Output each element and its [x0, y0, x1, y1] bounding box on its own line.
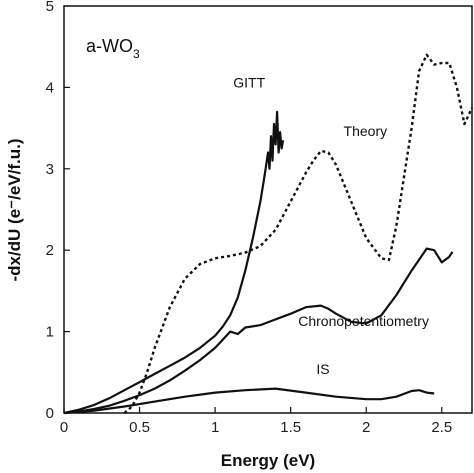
series-lines [63, 53, 474, 415]
y-tick-label: 0 [46, 405, 54, 422]
y-tick-label: 4 [46, 79, 54, 96]
annotation-label: GITT [233, 74, 265, 90]
y-tick-label: 1 [46, 324, 54, 341]
series-line-gitt [63, 110, 285, 415]
series-line-is [63, 387, 435, 415]
x-tick-label: 1.5 [280, 419, 301, 436]
series-line-theory [123, 53, 474, 414]
annotation-label: IS [316, 361, 329, 377]
x-tick-label: 1 [211, 419, 219, 436]
annotation-label: Chronopotentiometry [298, 313, 429, 329]
x-axis-title: Energy (eV) [221, 451, 315, 470]
annotations: GITT Theory Chronopotentiometry IS [233, 74, 429, 377]
x-axis: 0 0.5 1 1.5 2 2.5 [60, 407, 452, 436]
annotation-label: Theory [344, 123, 388, 139]
x-tick-label: 2 [362, 419, 370, 436]
y-tick-label: 5 [46, 0, 54, 15]
y-axis-title: -dx/dU (e⁻/eV/f.u.) [5, 138, 24, 281]
plot-frame [63, 5, 473, 414]
x-tick-label: 2.5 [431, 419, 452, 436]
x-tick-label: 0.5 [129, 419, 150, 436]
y-tick-label: 3 [46, 161, 54, 178]
x-tick-label: 0 [60, 419, 68, 436]
y-axis: 0 1 2 3 4 5 [46, 0, 70, 422]
chart-title: a-WO3 [86, 36, 140, 61]
series-line-chronopotentiometry [63, 247, 454, 415]
y-tick-label: 2 [46, 242, 54, 259]
